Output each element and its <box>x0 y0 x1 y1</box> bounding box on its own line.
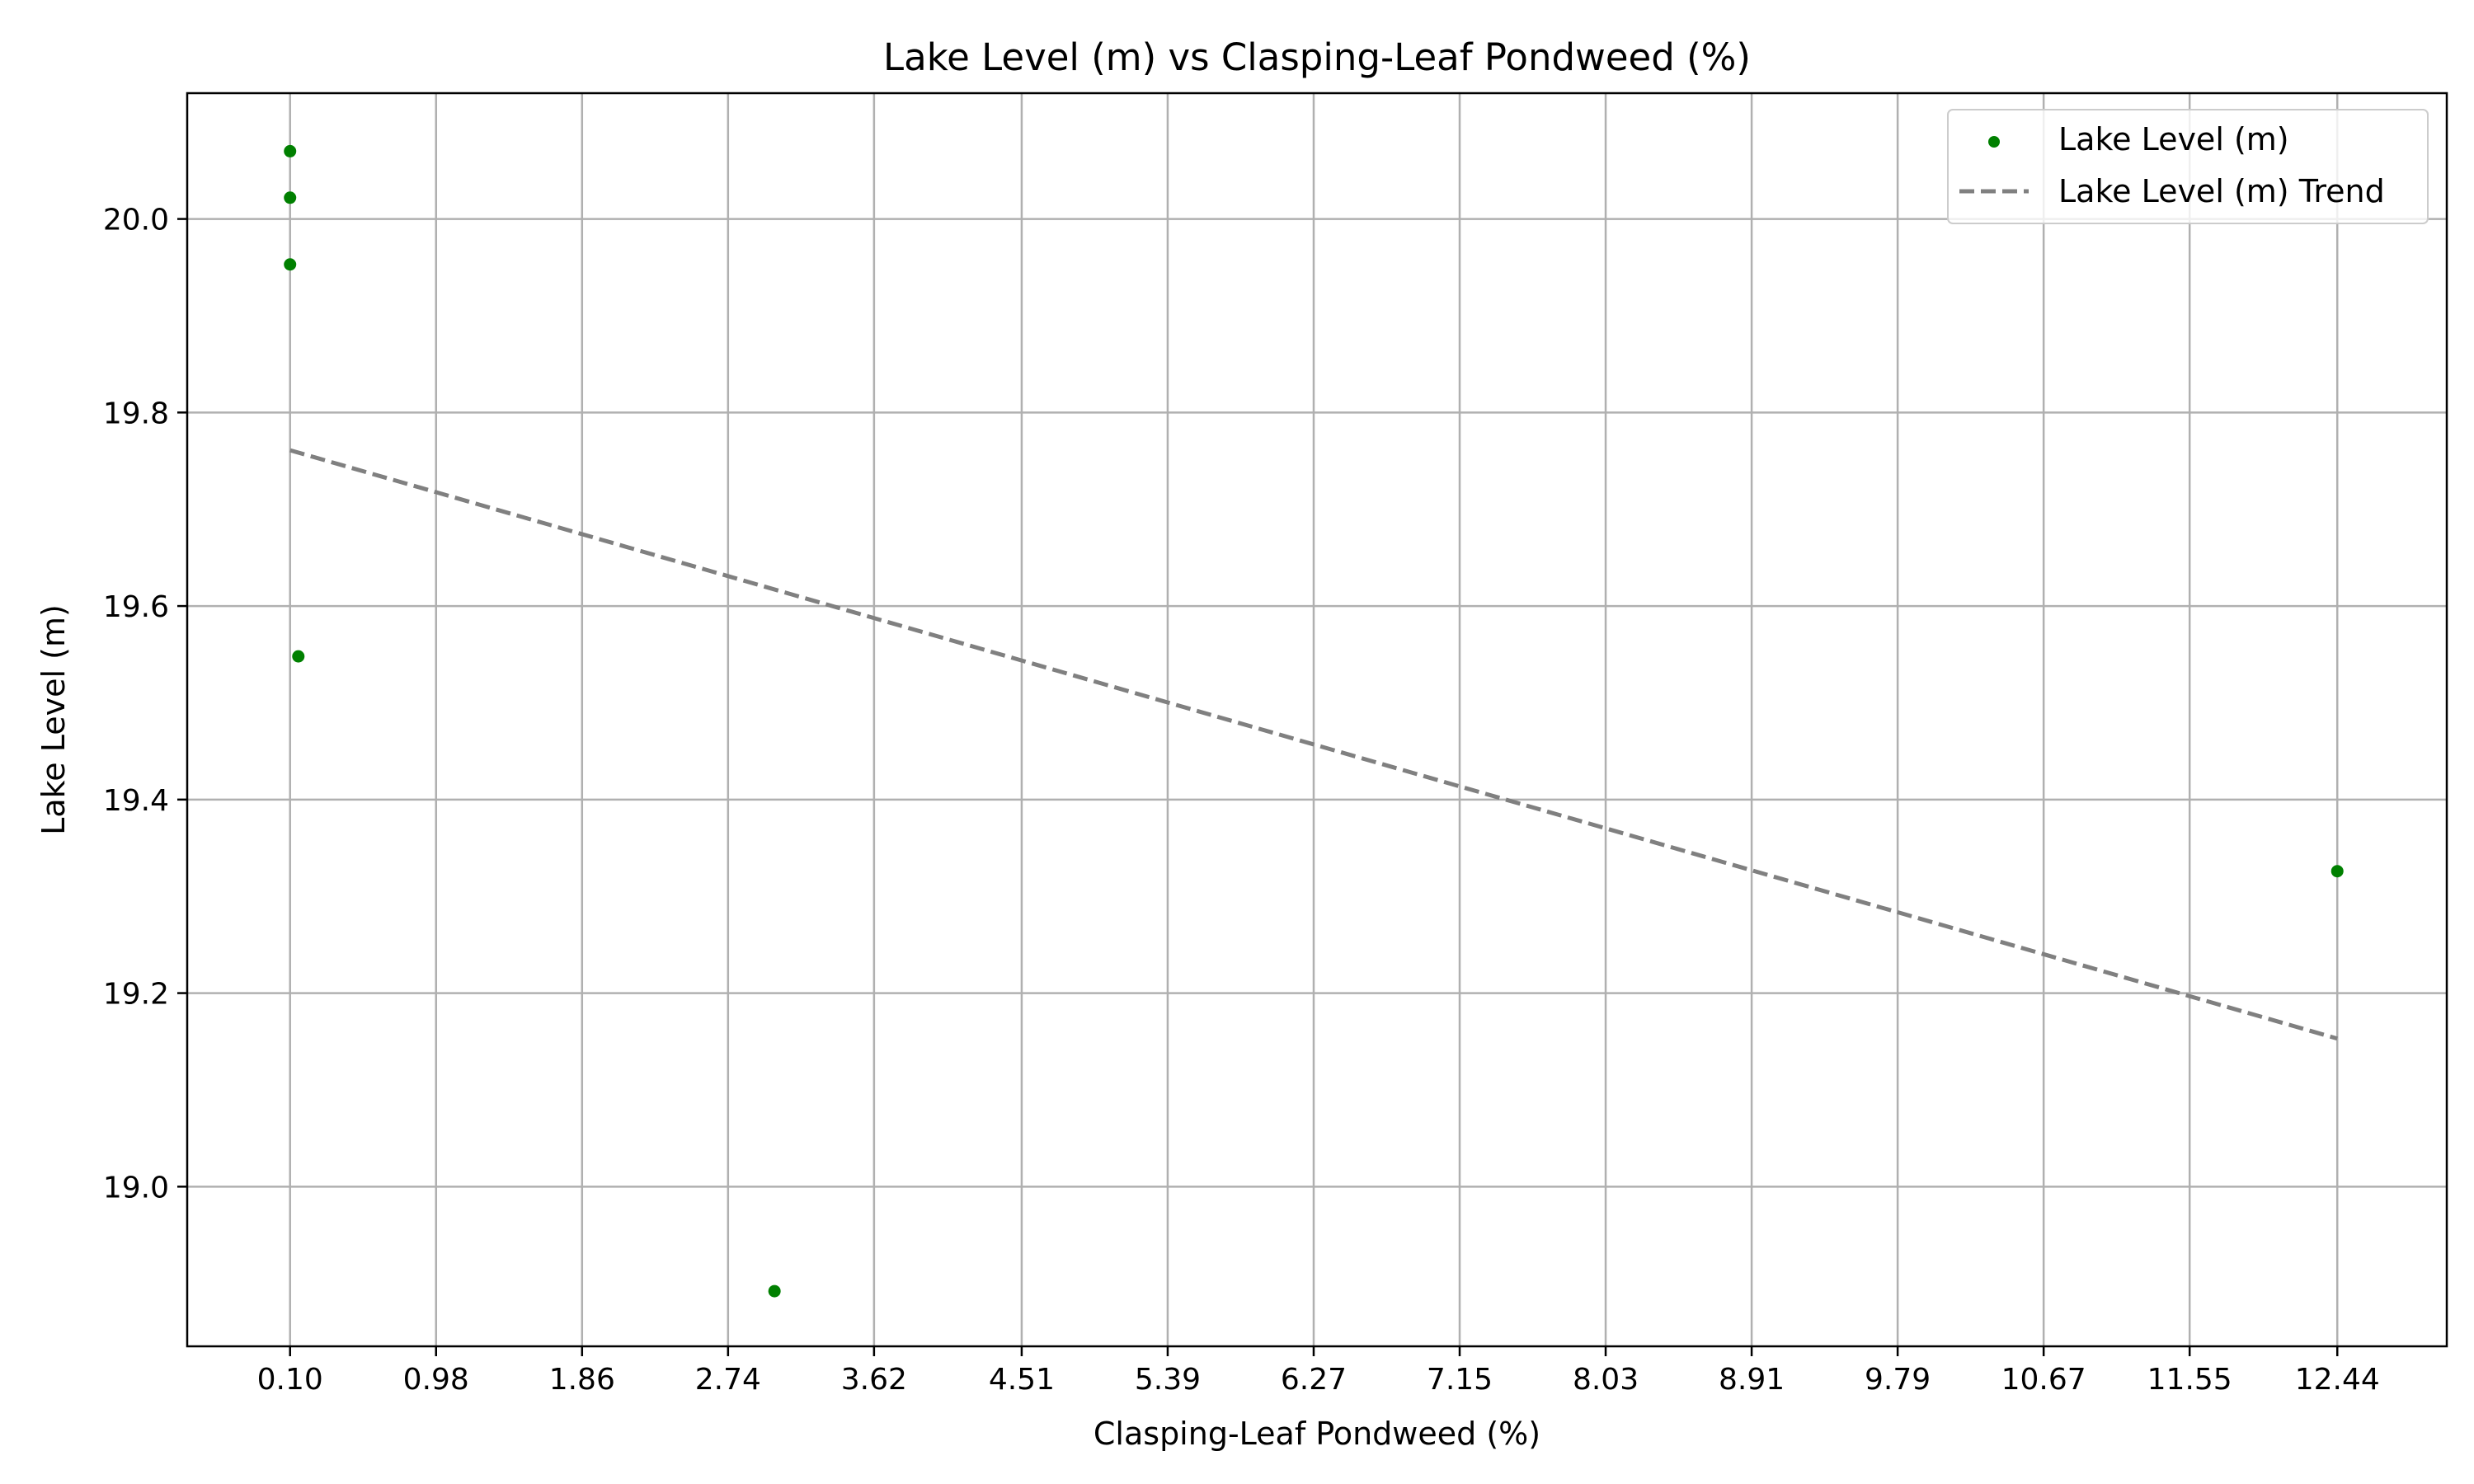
grid <box>187 93 2447 1346</box>
scatter-point <box>284 191 297 204</box>
x-tick-label: 2.74 <box>695 1363 761 1397</box>
scatter-point <box>2331 865 2344 878</box>
x-tick-label: 5.39 <box>1135 1363 1201 1397</box>
y-axis-ticks: 19.0 19.2 19.4 19.6 19.8 20.0 <box>103 204 187 1205</box>
plot-frame <box>186 92 2448 1348</box>
x-tick-label: 7.15 <box>1427 1363 1493 1397</box>
legend: Lake Level (m) Lake Level (m) Trend <box>1947 109 2429 224</box>
x-tick-label: 0.10 <box>257 1363 323 1397</box>
x-tick-label: 12.44 <box>2295 1363 2380 1397</box>
x-tick-label: 0.98 <box>403 1363 469 1397</box>
y-axis-label: Lake Level (m) <box>35 604 72 835</box>
scatter-points-layer <box>284 144 2344 1298</box>
legend-box <box>1947 109 2429 224</box>
scatter-point <box>284 144 297 157</box>
scatter-point <box>768 1284 781 1298</box>
x-axis-ticks: 0.10 0.98 1.86 2.74 3.62 4.51 5.39 6.27 7.15 8.03… <box>257 1346 2380 1397</box>
x-tick-label: 10.67 <box>2001 1363 2086 1397</box>
chart-title: Lake Level (m) vs Clasping-Leaf Pondweed… <box>883 35 1751 79</box>
x-tick-label: 9.79 <box>1865 1363 1931 1397</box>
trend-line <box>289 448 2338 1041</box>
x-tick-label: 1.86 <box>549 1363 615 1397</box>
y-tick-label: 19.6 <box>103 590 169 624</box>
legend-marker-scatter <box>1988 136 2000 148</box>
y-tick-label: 20.0 <box>103 204 169 237</box>
legend-label-trend: Lake Level (m) Trend <box>2058 173 2385 209</box>
y-tick-label: 19.0 <box>103 1171 169 1205</box>
scatter-point <box>292 650 305 663</box>
y-tick-label: 19.2 <box>103 978 169 1012</box>
y-tick-label: 19.4 <box>103 784 169 818</box>
trend-line-layer <box>289 448 2338 1041</box>
legend-label-scatter: Lake Level (m) <box>2058 121 2289 157</box>
x-tick-label: 3.62 <box>841 1363 907 1397</box>
x-tick-label: 8.91 <box>1719 1363 1785 1397</box>
x-axis-label: Clasping-Leaf Pondweed (%) <box>1094 1416 1540 1452</box>
x-tick-label: 11.55 <box>2147 1363 2232 1397</box>
x-tick-label: 8.03 <box>1573 1363 1639 1397</box>
scatter-point <box>284 258 297 271</box>
x-tick-label: 6.27 <box>1281 1363 1347 1397</box>
x-tick-label: 4.51 <box>989 1363 1055 1397</box>
y-tick-label: 19.8 <box>103 397 169 430</box>
